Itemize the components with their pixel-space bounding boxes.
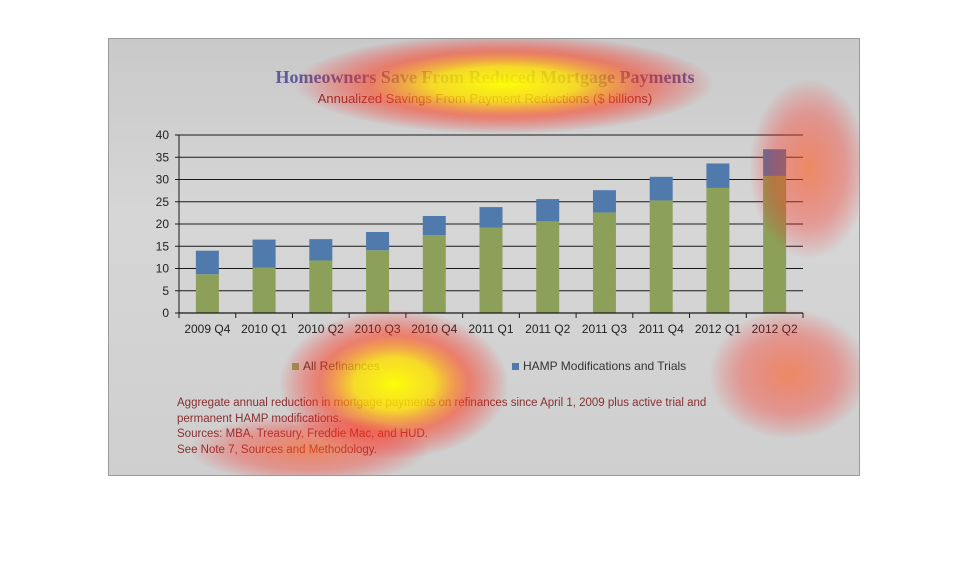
legend-swatch-refinances xyxy=(292,362,299,370)
chart-frame: 0 5 10 15 20 25 30 35 40 2009 Q4 2010 Q1 2010 Q2 201… xyxy=(108,38,860,476)
y-tick-label: 0 xyxy=(162,306,169,320)
chart-title: Homeowners Save From Reduced Mortgage Pa… xyxy=(275,67,695,87)
x-tick-label: 2009 Q4 xyxy=(184,322,230,336)
y-tick-label: 35 xyxy=(156,150,170,164)
note-line: Sources: MBA, Treasury, Freddie Mac, and… xyxy=(177,428,428,440)
bar-hamp xyxy=(763,149,787,176)
y-tick-label: 25 xyxy=(156,195,170,209)
note-line: Aggregate annual reduction in mortgage p… xyxy=(177,397,707,409)
legend-label-hamp: HAMP Modifications and Trials xyxy=(523,359,687,373)
y-tick-label: 10 xyxy=(156,262,170,276)
bar-refinances xyxy=(479,227,503,313)
y-tick-label: 30 xyxy=(156,173,170,187)
legend-swatch-hamp xyxy=(512,362,519,370)
bar-hamp xyxy=(366,232,390,251)
note-line: See Note 7, Sources and Methodology. xyxy=(177,443,377,456)
bar-hamp xyxy=(706,163,730,188)
x-tick-label: 2010 Q4 xyxy=(411,322,457,336)
x-tick-label: 2012 Q1 xyxy=(695,322,741,336)
x-tick-label: 2010 Q2 xyxy=(298,322,344,336)
x-tick-label: 2011 Q1 xyxy=(468,322,513,336)
bar-hamp xyxy=(195,250,219,275)
bar-refinances xyxy=(195,274,219,313)
legend-label-refinances: All Refinances xyxy=(303,359,380,373)
bar-refinances xyxy=(422,235,446,313)
y-tick-label: 15 xyxy=(156,239,170,253)
chart-notes: Aggregate annual reduction in mortgage p… xyxy=(177,396,777,458)
bar-hamp xyxy=(536,199,560,222)
bar-hamp xyxy=(422,215,446,236)
x-tick-label: 2010 Q3 xyxy=(355,322,401,336)
bar-refinances xyxy=(706,187,730,313)
bar-hamp xyxy=(252,239,276,268)
bar-refinances xyxy=(309,260,333,313)
bar-refinances xyxy=(763,175,787,313)
x-tick-label: 2011 Q3 xyxy=(582,322,627,336)
bar-hamp xyxy=(592,190,616,213)
y-tick-label: 20 xyxy=(156,217,170,231)
x-tick-label: 2011 Q2 xyxy=(525,322,570,336)
bar-refinances xyxy=(592,212,616,313)
bar-refinances xyxy=(366,250,390,313)
legend-item-refinances: All Refinances xyxy=(292,359,380,373)
x-tick-label: 2010 Q1 xyxy=(241,322,287,336)
bar-hamp xyxy=(649,176,673,201)
x-tick-label: 2011 Q4 xyxy=(639,322,684,336)
y-tick-label: 40 xyxy=(156,128,170,142)
bar-hamp xyxy=(309,239,333,261)
note-line: permanent HAMP modifications. xyxy=(177,412,342,425)
legend-item-hamp: HAMP Modifications and Trials xyxy=(512,359,686,373)
bar-refinances xyxy=(649,200,673,313)
x-tick-label: 2012 Q2 xyxy=(752,322,798,336)
bar-refinances xyxy=(252,267,276,313)
bar-hamp xyxy=(479,207,503,228)
bar-refinances xyxy=(536,221,560,313)
y-tick-label: 5 xyxy=(162,284,169,298)
chart-subtitle: Annualized Savings From Payment Reductio… xyxy=(317,91,653,106)
